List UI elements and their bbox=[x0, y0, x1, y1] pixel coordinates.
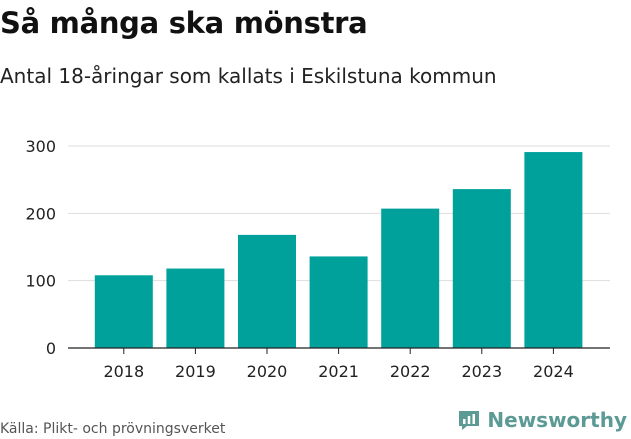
brand-name: Newsworthy bbox=[487, 408, 627, 432]
chart-title: Så många ska mönstra bbox=[0, 6, 368, 40]
y-tick-label: 200 bbox=[25, 204, 56, 223]
x-tick-label: 2020 bbox=[247, 362, 288, 381]
x-tick-label: 2023 bbox=[461, 362, 502, 381]
y-tick-label: 300 bbox=[25, 137, 56, 156]
x-tick-label: 2024 bbox=[533, 362, 574, 381]
bar-2023 bbox=[452, 189, 511, 348]
y-tick-label: 100 bbox=[25, 272, 56, 291]
tick-labels: 0 100 200 300 2018 2019 2020 2021 2022 2023 2024 bbox=[25, 137, 573, 381]
x-tick-label: 2022 bbox=[390, 362, 431, 381]
bars bbox=[94, 152, 583, 348]
bar-2019 bbox=[166, 268, 225, 348]
bar-chart-logo-icon bbox=[459, 411, 480, 430]
bar-2021 bbox=[309, 256, 368, 348]
x-tick-label: 2021 bbox=[318, 362, 359, 381]
bar-2024 bbox=[524, 152, 583, 348]
source-note: Källa: Plikt- och prövningsverket bbox=[0, 421, 226, 437]
bar-2018 bbox=[94, 275, 153, 348]
x-tick-label: 2018 bbox=[103, 362, 144, 381]
chart-subtitle: Antal 18-åringar som kallats i Eskilstun… bbox=[0, 64, 497, 88]
axes bbox=[68, 347, 610, 354]
brand-logo: Newsworthy bbox=[457, 408, 627, 432]
y-tick-label: 0 bbox=[46, 339, 56, 358]
bar-2020 bbox=[238, 234, 296, 348]
bar-2022 bbox=[381, 208, 440, 348]
x-tick-label: 2019 bbox=[175, 362, 216, 381]
